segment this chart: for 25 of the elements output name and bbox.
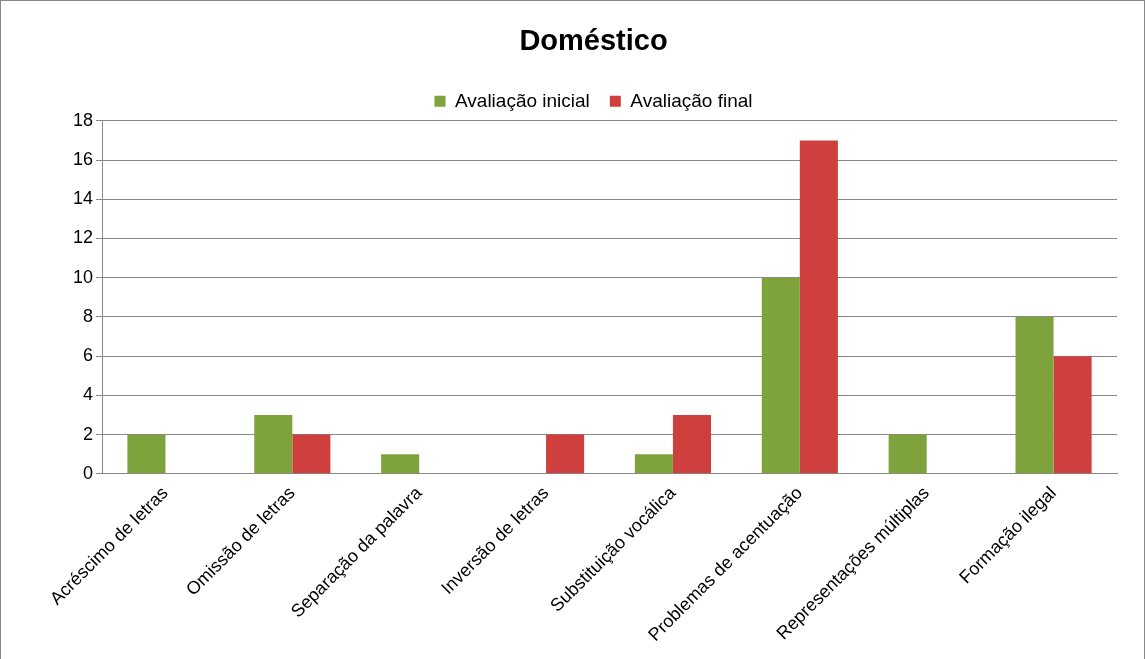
y-tick-label: 18 [72, 109, 94, 130]
bar [799, 140, 838, 474]
y-tick-label: 4 [83, 384, 94, 405]
chart-title: Doméstico [519, 24, 668, 57]
bar [381, 454, 420, 474]
y-tick-label: 10 [72, 266, 94, 287]
y-tick-label: 6 [83, 345, 94, 366]
bar [888, 434, 927, 474]
y-tick-label: 12 [72, 227, 94, 248]
bar [546, 434, 585, 474]
y-tick-label: 16 [72, 149, 94, 169]
bar [1015, 316, 1054, 474]
legend-label: Avaliação inicial [454, 89, 590, 111]
bar [634, 454, 673, 474]
bar [672, 415, 712, 474]
y-tick-label: 14 [72, 188, 94, 209]
legend-label: Avaliação final [630, 89, 753, 111]
bar [292, 434, 331, 474]
y-tick-label: 2 [83, 423, 94, 444]
y-tick-label: 8 [83, 305, 94, 326]
bar [761, 277, 800, 474]
bar [254, 415, 293, 474]
y-tick-label: 0 [83, 462, 94, 483]
bar [127, 434, 166, 474]
bar [1053, 356, 1092, 474]
